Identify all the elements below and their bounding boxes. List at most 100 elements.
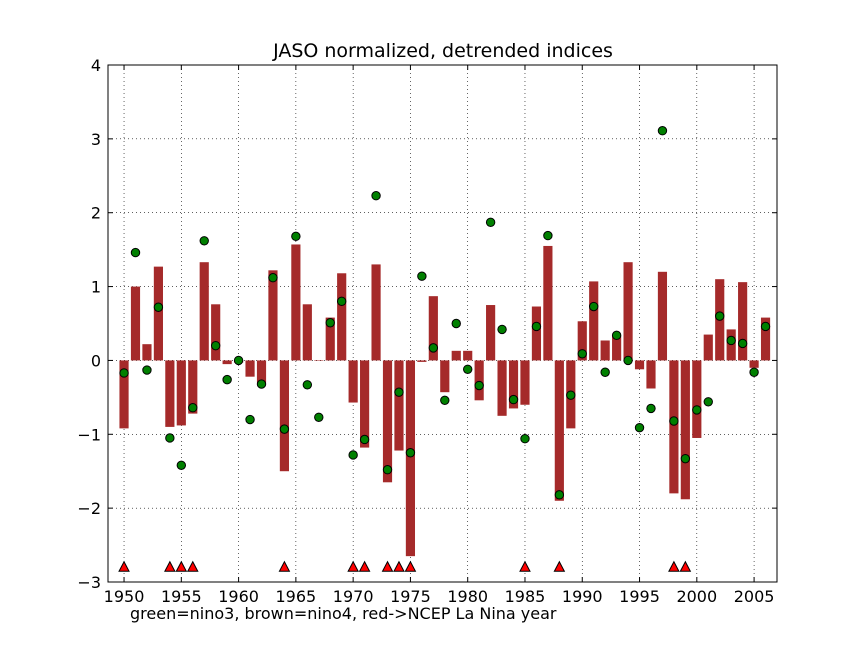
la-nina-marker [358,560,371,572]
nino3-marker [737,338,748,349]
chart-caption: green=nino3, brown=nino4, red->NCEP La N… [130,604,557,623]
nino4-bar [577,321,587,361]
nino3-marker [543,230,553,241]
nino3-marker [130,247,141,258]
la-nina-marker [519,560,531,572]
la-nina-marker [393,560,405,572]
x-tick-label: 1950 [104,587,145,606]
nino4-bar [188,360,198,414]
nino4-bar [245,360,255,377]
x-tick-label: 1980 [447,587,488,606]
nino3-marker [210,340,221,351]
nino3-marker [646,403,656,414]
la-nina-markers [118,560,692,572]
nino3-marker [474,380,484,391]
nino3-marker [142,365,152,375]
nino4-bar [256,360,267,383]
nino3-marker [382,465,393,475]
nino3-marker [657,126,668,136]
nino3-marker [176,460,187,471]
nino3-marker [749,367,759,377]
nino4-bar [486,305,496,361]
x-tick-label: 1965 [276,587,317,606]
nino4-bar [692,360,702,438]
nino3-marker [463,364,473,374]
x-tick-label: 1960 [218,587,259,606]
nino4-bar [199,262,209,361]
nino4-bar [508,360,519,409]
la-nina-marker [347,560,359,572]
nino3-marker [268,273,278,283]
y-tick-label: −1 [77,425,101,444]
nino4-bar [520,360,530,405]
nino4-bar [738,282,748,361]
nino3-marker [256,379,267,389]
nino4-bar [497,360,507,416]
x-tick-label: 1975 [390,587,431,606]
nino4-bar [440,360,450,393]
la-nina-marker [186,560,199,572]
x-tick-label: 1995 [619,587,660,606]
nino4-bar [348,360,358,403]
nino3-marker [394,387,404,397]
x-tick-label: 2005 [734,587,775,606]
nino4-bar [646,360,656,389]
nino4-bar [543,245,553,361]
nino4-bar [394,360,404,451]
nino4-bar [600,340,610,361]
x-tick-label: 2000 [676,587,717,606]
plot-frame [107,64,778,583]
nino4-bar [291,244,301,361]
nino4-bar [325,317,335,361]
nino3-marker [371,191,381,201]
nino4-bar [428,296,438,361]
nino4-bar [612,336,622,361]
nino4-bar [451,350,461,361]
nino4-bar [760,317,771,361]
nino3-marker [577,349,587,359]
nino4-bar [371,264,381,361]
nino3-marker [245,414,255,425]
nino3-marker [726,335,736,346]
y-tick-label: −3 [77,573,101,592]
nino4-bar [657,271,668,361]
nino4-bar [165,360,175,427]
y-tick-label: 4 [91,56,101,75]
y-tick-label: 1 [91,278,101,297]
nino4-bar [130,286,141,361]
nino3-marker [359,434,370,445]
la-nina-marker [381,560,394,572]
nino3-marker [589,301,599,312]
nino4-bar [360,360,370,448]
nino4-bar [417,360,427,362]
nino3-marker [314,412,324,422]
nino3-marker [715,311,725,321]
nino3-marker [497,324,507,335]
nino3-marker [325,318,335,328]
la-nina-marker [118,560,130,572]
la-nina-marker [404,560,417,572]
nino3-marker [669,416,679,426]
axis-ticks: 1950 1955 1960 1965 1970 1975 1980 1985 1990 1995… [77,56,777,606]
la-nina-marker [668,560,680,572]
nino3-marker [302,380,313,390]
nino3-marker [336,296,347,307]
nino3-markers [119,126,771,500]
x-tick-label: 1970 [333,587,374,606]
la-nina-marker [175,560,188,572]
y-tick-label: 3 [91,130,101,149]
nino3-marker [222,374,232,385]
nino4-bar [623,262,633,361]
nino3-marker [428,343,439,353]
nino3-marker [680,453,691,464]
nino3-marker [119,368,129,378]
y-tick-label: 0 [91,351,101,370]
y-tick-label: −2 [77,499,101,518]
nino4-bar [211,304,221,361]
x-tick-label: 1955 [161,587,202,606]
nino4-bars [119,244,771,557]
nino3-marker [623,355,633,366]
nino3-marker [531,321,542,332]
nino3-marker [554,490,565,500]
